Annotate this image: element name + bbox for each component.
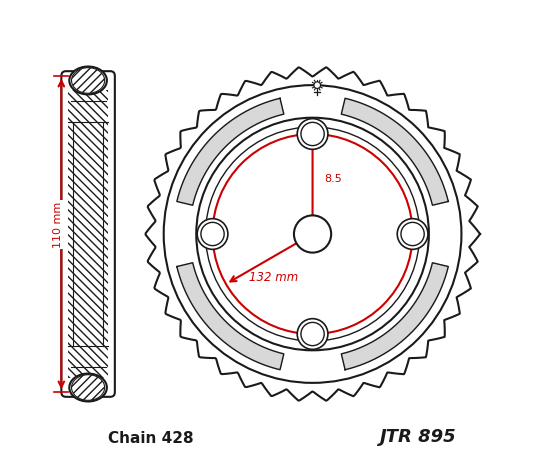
Polygon shape [341, 263, 449, 370]
Circle shape [301, 322, 324, 346]
Polygon shape [341, 98, 449, 205]
Circle shape [314, 82, 320, 88]
Circle shape [197, 219, 228, 249]
Circle shape [401, 222, 424, 246]
Circle shape [294, 215, 331, 253]
Text: 132 mm: 132 mm [249, 271, 298, 284]
Text: Chain 428: Chain 428 [108, 431, 194, 446]
Text: 110 mm: 110 mm [53, 202, 63, 248]
FancyBboxPatch shape [62, 71, 115, 397]
Text: JTR 895: JTR 895 [380, 428, 457, 446]
Polygon shape [177, 98, 284, 205]
Ellipse shape [69, 373, 107, 402]
Circle shape [201, 222, 224, 246]
Circle shape [397, 219, 428, 249]
Ellipse shape [69, 66, 107, 95]
Text: 8.5: 8.5 [324, 174, 342, 184]
Circle shape [297, 319, 328, 350]
Circle shape [301, 122, 324, 146]
Circle shape [297, 118, 328, 149]
Polygon shape [177, 263, 284, 370]
